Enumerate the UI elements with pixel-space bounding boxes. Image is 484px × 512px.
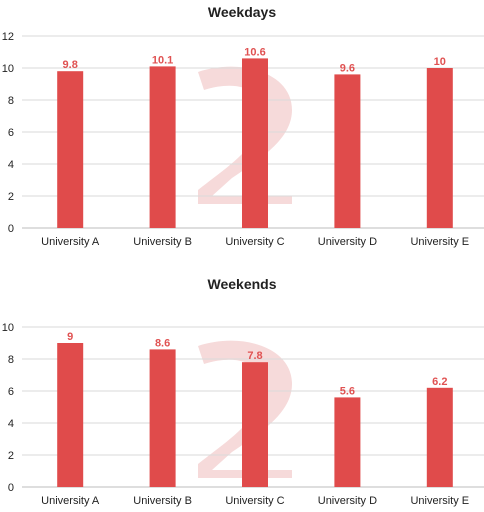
bar-university-c — [242, 362, 268, 487]
y-tick-label: 4 — [8, 159, 14, 171]
chart-weekends: Weekends 0 2 4 6 8 10 9 University A 8.6 Universi… — [2, 276, 484, 507]
bar-university-d — [334, 74, 361, 229]
y-tick-label: 10 — [2, 63, 14, 75]
bar-university-d — [334, 397, 361, 487]
x-tick-label: University B — [133, 236, 192, 248]
x-tick-label: University D — [318, 495, 377, 507]
y-tick-label: 12 — [2, 31, 14, 43]
x-tick-label: University C — [225, 495, 284, 507]
y-tick-label: 4 — [8, 418, 14, 430]
data-label: 6.2 — [432, 376, 447, 388]
bar-university-b — [149, 66, 176, 229]
y-tick-label: 2 — [8, 450, 14, 462]
bar-university-b — [149, 349, 176, 487]
y-tick-label: 0 — [8, 223, 14, 235]
x-tick-label: University A — [41, 236, 100, 248]
chart-title: Weekdays — [208, 4, 276, 20]
data-label: 5.6 — [340, 385, 355, 397]
y-tick-label: 6 — [8, 386, 14, 398]
x-tick-label: University A — [41, 495, 100, 507]
data-label: 9.8 — [63, 59, 78, 71]
y-tick-label: 10 — [2, 322, 14, 334]
data-label: 7.8 — [247, 350, 262, 362]
x-tick-label: University C — [225, 236, 284, 248]
y-tick-label: 8 — [8, 95, 14, 107]
x-tick-label: University E — [410, 495, 469, 507]
y-tick-label: 0 — [8, 482, 14, 494]
chart-title: Weekends — [208, 276, 277, 292]
bar-university-e — [426, 387, 453, 487]
bar-university-c — [242, 58, 268, 229]
chart-weekdays: Weekdays 0 2 4 6 8 10 12 9.8 University A 10.1 Uni… — [2, 4, 484, 248]
bar-university-a — [57, 71, 84, 228]
bar-university-a — [57, 343, 84, 487]
data-label: 10.1 — [152, 54, 173, 66]
y-tick-label: 2 — [8, 191, 14, 203]
data-label: 8.6 — [155, 337, 170, 349]
watermark-logo-bottom — [198, 340, 292, 478]
data-label: 9.6 — [340, 62, 355, 74]
data-label: 9 — [67, 331, 73, 343]
y-tick-label: 6 — [8, 127, 14, 139]
data-label: 10 — [434, 56, 446, 68]
y-tick-label: 8 — [8, 354, 14, 366]
x-tick-label: University E — [410, 236, 469, 248]
bar-university-e — [426, 68, 453, 228]
data-label: 10.6 — [244, 46, 265, 58]
watermark-logo-top — [198, 66, 292, 204]
x-tick-label: University B — [133, 495, 192, 507]
x-tick-label: University D — [318, 236, 377, 248]
